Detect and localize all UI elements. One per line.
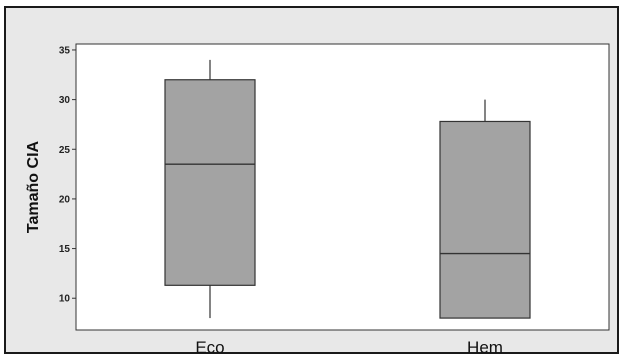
box-iqr-eco: [164, 79, 256, 286]
box-iqr-hem: [439, 120, 531, 319]
x-label-hem: Hem: [467, 338, 503, 357]
y-tick-label-35: 35: [59, 45, 71, 56]
box-eco: [164, 59, 256, 319]
y-tick-label-20: 20: [59, 194, 71, 205]
x-label-eco: Eco: [195, 338, 224, 357]
y-tick-label-30: 30: [59, 95, 71, 106]
y-tick-label-25: 25: [59, 145, 71, 156]
y-tick-label-15: 15: [59, 244, 71, 255]
boxes: [164, 59, 531, 319]
x-axis-labels: Eco Hem: [195, 338, 503, 357]
y-axis-title: Tamaño CIA: [25, 140, 42, 233]
y-tick-label-10: 10: [59, 294, 71, 305]
y-axis: 10 15 20 25 30 35: [59, 45, 76, 305]
box-hem: [439, 99, 531, 319]
